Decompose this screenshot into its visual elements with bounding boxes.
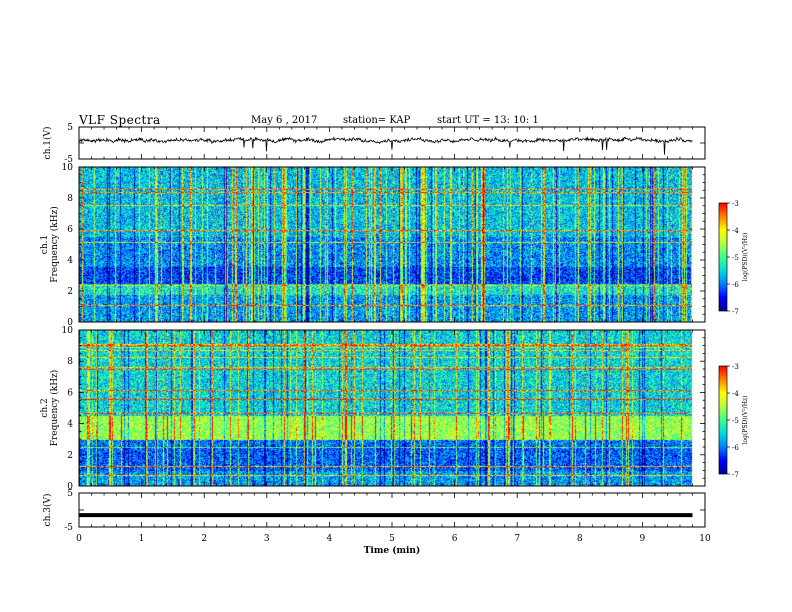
x-tick-label: 7 xyxy=(514,534,520,544)
x-tick-label: 10 xyxy=(699,534,711,544)
y-tick-label: 5 xyxy=(67,489,73,499)
ch2-colorbar xyxy=(718,365,728,475)
y-tick-label: 10 xyxy=(62,326,74,336)
y-tick-label: 2 xyxy=(67,287,73,297)
y-tick-label: 8 xyxy=(67,194,73,204)
y-tick-label: 4 xyxy=(67,420,73,430)
colorbar-tick-label: -6 xyxy=(732,281,739,289)
colorbar-tick-label: -3 xyxy=(732,200,739,208)
ch2-spectrogram-image xyxy=(79,330,705,486)
y-tick-label: 4 xyxy=(67,256,73,266)
y-tick-label: 8 xyxy=(67,357,73,367)
colorbar-label: log(PSD)(V²/Hz) xyxy=(742,233,749,282)
colorbar-tick-label: -5 xyxy=(732,254,739,262)
x-tick-label: 2 xyxy=(201,534,207,544)
ch1-trace xyxy=(78,136,693,155)
colorbar-tick-label: -5 xyxy=(732,417,739,425)
ch1-spectrogram-image xyxy=(79,167,705,322)
y-axis-label-line: Frequency (kHz) xyxy=(49,206,60,283)
x-tick-label: 1 xyxy=(139,534,145,544)
y-tick-label: 10 xyxy=(62,163,74,173)
y-tick-label: 2 xyxy=(67,451,73,461)
colorbar-tick-label: -6 xyxy=(732,444,739,452)
ch1-colorbar xyxy=(718,202,728,312)
figure-title: VLF Spectra xyxy=(79,113,161,127)
x-axis-label: Time (min) xyxy=(364,545,421,556)
colorbar-tick-label: -7 xyxy=(732,308,739,316)
date-label: May 6 , 2017 xyxy=(251,115,318,126)
x-tick-label: 5 xyxy=(389,534,395,544)
y-tick-label: -5 xyxy=(64,155,73,165)
y-axis-label-line: Frequency (kHz) xyxy=(49,370,60,447)
start-time-label: start UT = 13: 10: 1 xyxy=(437,115,539,126)
x-tick-label: 9 xyxy=(640,534,646,544)
station-label: station= KAP xyxy=(343,115,411,126)
y-tick-label: 6 xyxy=(67,388,73,398)
x-tick-label: 4 xyxy=(327,534,333,544)
plot-panels xyxy=(78,126,730,528)
y-tick-label: 5 xyxy=(67,123,73,133)
colorbar-tick-label: -4 xyxy=(732,390,739,398)
x-tick-label: 0 xyxy=(76,534,82,544)
x-tick-label: 3 xyxy=(264,534,270,544)
y-tick-label: 0 xyxy=(67,318,73,328)
y-axis-label: ch.3(V) xyxy=(42,494,53,527)
y-tick-label: -5 xyxy=(64,523,73,533)
colorbar-tick-label: -7 xyxy=(732,471,739,479)
y-axis-label: ch.1(V) xyxy=(42,127,53,160)
colorbar-tick-label: -4 xyxy=(732,227,739,235)
colorbar-label: log(PSD)(V²/Hz) xyxy=(742,396,749,445)
panel-frame-w3 xyxy=(78,492,706,528)
y-axis-label: ch.2Frequency (kHz) xyxy=(40,370,60,447)
y-tick-label: 0 xyxy=(67,482,73,492)
y-axis-label-line: ch.1 xyxy=(40,235,50,254)
y-tick-label: 6 xyxy=(67,225,73,235)
colorbar-tick-label: -3 xyxy=(732,363,739,371)
y-axis-label-line: ch.2 xyxy=(40,398,50,417)
x-tick-label: 6 xyxy=(452,534,458,544)
x-tick-label: 8 xyxy=(577,534,583,544)
y-axis-label: ch.1Frequency (kHz) xyxy=(40,206,60,283)
